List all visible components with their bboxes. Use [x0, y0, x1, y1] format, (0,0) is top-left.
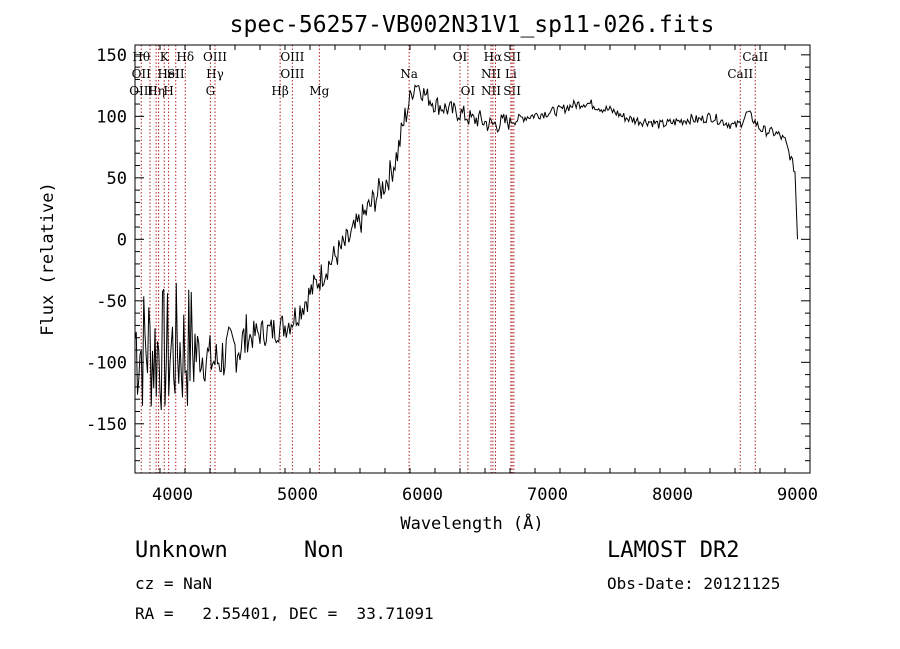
y-tick-label: 100 — [96, 107, 127, 127]
y-axis-label: Flux (relative) — [38, 182, 58, 336]
y-tick-label: -50 — [96, 292, 127, 312]
line-marker-label: SII — [503, 50, 521, 64]
x-tick-label: 8000 — [652, 485, 693, 505]
line-marker-label: CaII — [742, 50, 768, 64]
line-marker-label: SII — [503, 84, 521, 98]
y-tick-label: -150 — [86, 415, 127, 435]
x-tick-label: 4000 — [152, 485, 193, 505]
line-marker-label: Hα — [484, 50, 503, 64]
line-marker-label: G — [206, 84, 216, 98]
x-tick-label: 6000 — [402, 485, 443, 505]
line-marker-label: Hθ — [132, 50, 150, 64]
line-marker-label: Hβ — [271, 84, 288, 98]
obs-date-label: Obs-Date: 20121125 — [607, 574, 781, 593]
y-tick-label: -100 — [86, 353, 127, 373]
line-marker-label: OIII — [280, 67, 304, 81]
y-tick-label: 0 — [117, 230, 127, 250]
x-tick-label: 5000 — [277, 485, 318, 505]
line-marker-label: OIII — [280, 50, 304, 64]
line-marker-label: Hδ — [176, 50, 194, 64]
y-axis: -150 -100 -50 0 50 100 150 — [86, 46, 810, 462]
line-marker-label: OIII — [203, 50, 227, 64]
line-marker-label: NII — [481, 84, 501, 98]
class-label: Unknown — [135, 538, 228, 563]
survey-label: LAMOST DR2 — [607, 538, 740, 563]
line-marker-label: Hγ — [206, 67, 224, 81]
subclass-label: Non — [304, 538, 344, 563]
line-marker-label: Mg — [309, 84, 329, 98]
x-axis-label: Wavelength (Å) — [400, 512, 543, 534]
line-marker-label: Hη — [147, 84, 165, 98]
line-marker-label: HeI — [157, 67, 180, 81]
y-tick-label: 50 — [107, 169, 127, 189]
spectrum-line — [134, 84, 798, 411]
x-tick-label: 7000 — [527, 485, 568, 505]
line-marker-label: NII — [481, 67, 501, 81]
line-marker-label: Li — [505, 67, 517, 81]
x-axis: 4000 5000 6000 7000 8000 9000 — [134, 45, 818, 505]
line-marker-label: OII — [132, 67, 152, 81]
line-marker-label: CaII — [727, 67, 753, 81]
redshift-label: cz = NaN — [135, 574, 213, 593]
line-marker-label: Na — [400, 67, 418, 81]
chart-title: spec-56257-VB002N31V1_sp11-026.fits — [230, 12, 715, 38]
line-marker-label: K — [160, 50, 170, 64]
y-tick-label: 150 — [96, 46, 127, 66]
x-tick-label: 9000 — [777, 485, 818, 505]
line-marker-label: OI — [461, 84, 476, 98]
line-markers: HθOIIOIIIHηKHeIHSIIHδGOIIIHγHβOIIIOIIIMg… — [129, 45, 768, 473]
plot-frame — [134, 44, 811, 474]
line-marker-label: SII — [167, 67, 185, 81]
line-marker-label: H — [163, 84, 173, 98]
line-marker-label: OI — [453, 50, 468, 64]
coordinates-label: RA = 2.55401, DEC = 33.71091 — [135, 604, 434, 623]
spectrum-series — [134, 84, 798, 411]
